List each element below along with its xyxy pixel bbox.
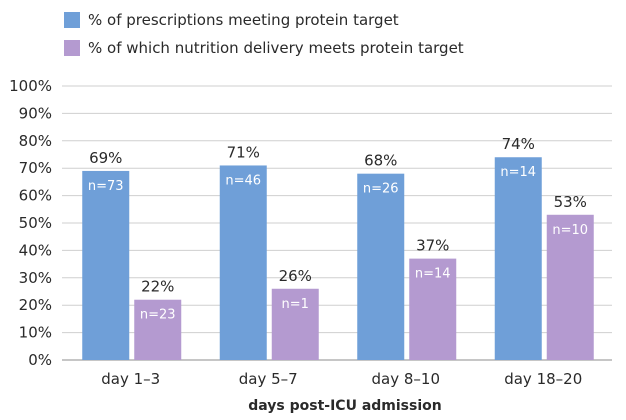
bar-series2-1 (134, 299, 182, 360)
y-tick-label: 90% (19, 104, 52, 122)
data-label-series1-4: 74% (502, 135, 535, 153)
y-tick-label: 100% (9, 77, 52, 95)
n-label-series1-2: n=46 (225, 173, 261, 188)
n-label-series2-2: n=1 (282, 297, 309, 312)
bar-series2-4 (546, 214, 594, 360)
n-label-series1-3: n=26 (363, 182, 399, 197)
legend: % of prescriptions meeting protein targe… (64, 11, 464, 57)
bar-series1-4 (494, 157, 542, 360)
y-tick-label: 0% (28, 351, 52, 369)
data-label-series1-3: 68% (364, 152, 397, 170)
y-tick-label: 50% (19, 214, 52, 232)
bar-series2-2 (271, 288, 319, 360)
n-label-series2-3: n=14 (415, 267, 451, 282)
n-label-series2-1: n=23 (140, 308, 176, 323)
y-tick-label: 60% (19, 187, 52, 205)
data-label-series1-2: 71% (227, 143, 260, 161)
bar-series1-3 (357, 173, 405, 360)
bar-series1-1 (82, 170, 130, 360)
data-label-series2-3: 37% (416, 237, 449, 255)
x-axis-title: days post-ICU admission (248, 398, 441, 414)
n-label-series1-4: n=14 (500, 165, 536, 180)
x-tick-label: day 5–7 (239, 370, 298, 388)
data-label-series2-1: 22% (141, 278, 174, 296)
y-tick-label: 80% (19, 132, 52, 150)
n-label-series1-1: n=73 (88, 179, 124, 194)
x-tick-label: day 18–20 (504, 370, 582, 388)
x-axis: day 1–3 day 5–7 day 8–10 day 18–20 (101, 370, 582, 388)
n-label-series2-4: n=10 (552, 223, 588, 238)
bars: 69% n=73 22% n=23 71% n=46 26% n=1 68% n=26 37% n=1… (82, 135, 594, 360)
y-tick-label: 30% (19, 269, 52, 287)
y-tick-label: 20% (19, 296, 52, 314)
data-label-series2-2: 26% (279, 267, 312, 285)
data-label-series1-1: 69% (89, 149, 122, 167)
y-tick-label: 40% (19, 241, 52, 259)
y-axis: 0% 10% 20% 30% 40% 50% 60% 70% 80% 90% 100% (9, 77, 52, 369)
legend-swatch-1 (64, 12, 80, 28)
data-label-series2-4: 53% (554, 193, 587, 211)
y-tick-label: 70% (19, 159, 52, 177)
bar-series2-3 (409, 258, 457, 360)
legend-swatch-2 (64, 40, 80, 56)
legend-label-2: % of which nutrition delivery meets prot… (88, 39, 464, 57)
x-tick-label: day 1–3 (101, 370, 160, 388)
bar-series1-2 (219, 165, 267, 360)
x-tick-label: day 8–10 (372, 370, 441, 388)
legend-label-1: % of prescriptions meeting protein targe… (88, 11, 399, 29)
y-tick-label: 10% (19, 324, 52, 342)
